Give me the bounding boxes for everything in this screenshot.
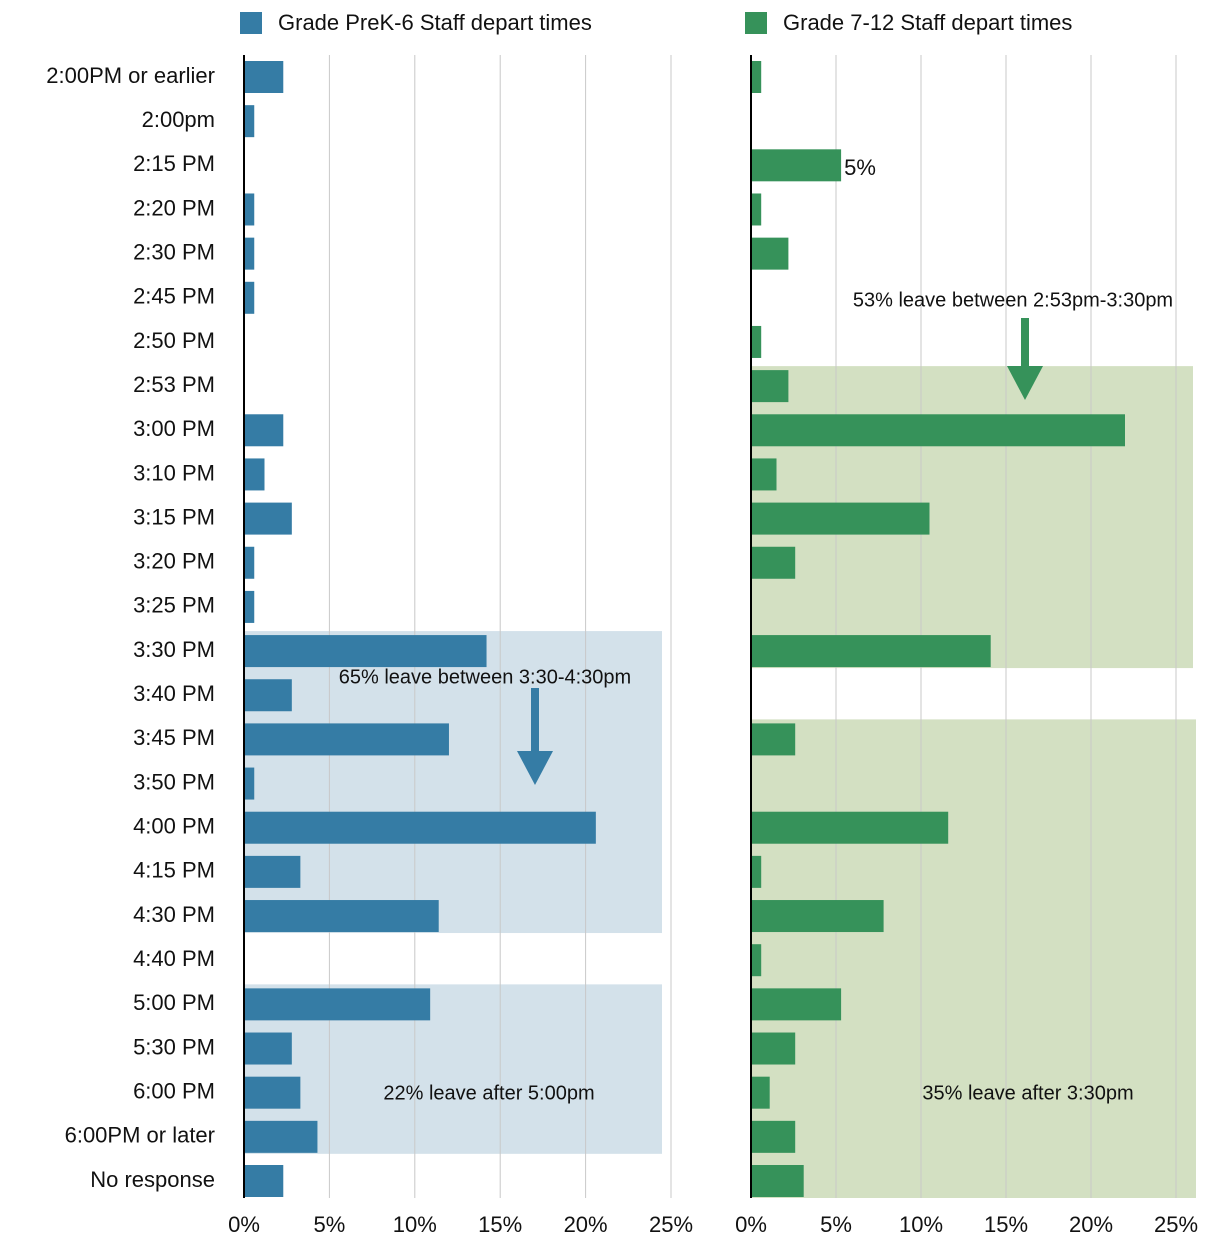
bar bbox=[244, 193, 255, 226]
annotation: 35% leave after 3:30pm bbox=[922, 1082, 1133, 1104]
y-tick-label: 2:53 PM bbox=[133, 372, 215, 397]
x-tick-label: 0% bbox=[228, 1212, 260, 1237]
bar bbox=[244, 900, 439, 933]
y-tick-label: 4:30 PM bbox=[133, 902, 215, 927]
bar bbox=[244, 281, 255, 314]
bar bbox=[244, 61, 284, 93]
bar bbox=[751, 1076, 770, 1109]
bar bbox=[244, 679, 292, 712]
bar bbox=[244, 1032, 292, 1065]
bar bbox=[751, 237, 789, 270]
x-tick-label: 10% bbox=[899, 1212, 943, 1237]
x-tick-label: 5% bbox=[820, 1212, 852, 1237]
y-tick-label: 3:40 PM bbox=[133, 681, 215, 706]
x-tick-label: 15% bbox=[984, 1212, 1028, 1237]
y-tick-label: 3:10 PM bbox=[133, 460, 215, 485]
bar bbox=[751, 1165, 804, 1197]
legend-label: Grade 7-12 Staff depart times bbox=[783, 10, 1072, 35]
annotation: 65% leave between 3:30-4:30pm bbox=[339, 666, 631, 688]
bar bbox=[751, 414, 1125, 447]
y-tick-label: 2:45 PM bbox=[133, 284, 215, 309]
highlight-region bbox=[244, 631, 662, 934]
y-tick-label: 3:30 PM bbox=[133, 637, 215, 662]
bar bbox=[751, 944, 762, 977]
legend-swatch bbox=[745, 12, 767, 34]
y-tick-label: 6:00 PM bbox=[133, 1078, 215, 1103]
y-tick-label: 3:50 PM bbox=[133, 769, 215, 794]
y-tick-label: 4:40 PM bbox=[133, 946, 215, 971]
bar bbox=[244, 590, 255, 623]
y-tick-label: 6:00PM or later bbox=[65, 1123, 215, 1148]
bar bbox=[244, 1120, 318, 1153]
bar bbox=[244, 1076, 301, 1109]
bar bbox=[751, 723, 796, 756]
y-tick-label: 5:00 PM bbox=[133, 990, 215, 1015]
y-tick-label: 3:00 PM bbox=[133, 416, 215, 441]
bar bbox=[244, 988, 431, 1021]
bar bbox=[244, 1165, 284, 1197]
bar bbox=[751, 193, 762, 226]
bar bbox=[751, 855, 762, 888]
bar bbox=[244, 767, 255, 800]
x-tick-label: 10% bbox=[393, 1212, 437, 1237]
bar bbox=[751, 458, 777, 491]
bar bbox=[751, 900, 884, 933]
y-tick-label: 3:15 PM bbox=[133, 504, 215, 529]
bar bbox=[751, 325, 762, 358]
bar bbox=[244, 502, 292, 535]
x-tick-label: 15% bbox=[478, 1212, 522, 1237]
x-tick-label: 5% bbox=[314, 1212, 346, 1237]
data-label: 5% bbox=[844, 155, 876, 180]
bar bbox=[244, 723, 449, 756]
annotation: 22% leave after 5:00pm bbox=[383, 1082, 594, 1104]
bar bbox=[244, 546, 255, 579]
y-tick-label: 2:00pm bbox=[142, 107, 215, 132]
y-tick-label: 2:50 PM bbox=[133, 328, 215, 353]
bar bbox=[244, 855, 301, 888]
bar bbox=[751, 1032, 796, 1065]
arrow-shaft bbox=[531, 688, 539, 753]
bar bbox=[751, 635, 991, 668]
bar bbox=[751, 546, 796, 579]
arrow-head bbox=[1007, 366, 1043, 400]
y-tick-label: 2:30 PM bbox=[133, 239, 215, 264]
bar bbox=[244, 237, 255, 270]
legend-swatch bbox=[240, 12, 262, 34]
x-tick-label: 25% bbox=[1154, 1212, 1198, 1237]
y-tick-label: 2:15 PM bbox=[133, 151, 215, 176]
arrow-head bbox=[517, 751, 553, 785]
bar bbox=[751, 811, 949, 844]
bar bbox=[244, 811, 596, 844]
bar bbox=[244, 414, 284, 447]
bar bbox=[751, 370, 789, 403]
x-tick-label: 20% bbox=[1069, 1212, 1113, 1237]
bar bbox=[751, 988, 842, 1021]
bar bbox=[244, 635, 487, 668]
bar bbox=[244, 458, 265, 491]
highlight-region bbox=[751, 719, 1196, 1198]
annotation: 53% leave between 2:53pm-3:30pm bbox=[853, 289, 1173, 311]
y-tick-label: 2:20 PM bbox=[133, 195, 215, 220]
y-tick-label: 5:30 PM bbox=[133, 1034, 215, 1059]
y-tick-label: 2:00PM or earlier bbox=[46, 63, 215, 88]
legend-label: Grade PreK-6 Staff depart times bbox=[278, 10, 592, 35]
bar bbox=[751, 502, 930, 535]
x-tick-label: 25% bbox=[649, 1212, 693, 1237]
y-tick-label: 3:25 PM bbox=[133, 593, 215, 618]
bar bbox=[751, 61, 762, 93]
bar bbox=[751, 1120, 796, 1153]
y-tick-label: 4:00 PM bbox=[133, 814, 215, 839]
y-tick-label: 4:15 PM bbox=[133, 858, 215, 883]
bar bbox=[751, 149, 842, 182]
y-tick-label: No response bbox=[90, 1167, 215, 1192]
bar bbox=[244, 105, 255, 138]
arrow-shaft bbox=[1021, 318, 1029, 368]
y-tick-label: 3:20 PM bbox=[133, 549, 215, 574]
y-tick-label: 3:45 PM bbox=[133, 725, 215, 750]
x-tick-label: 20% bbox=[564, 1212, 608, 1237]
x-tick-label: 0% bbox=[735, 1212, 767, 1237]
